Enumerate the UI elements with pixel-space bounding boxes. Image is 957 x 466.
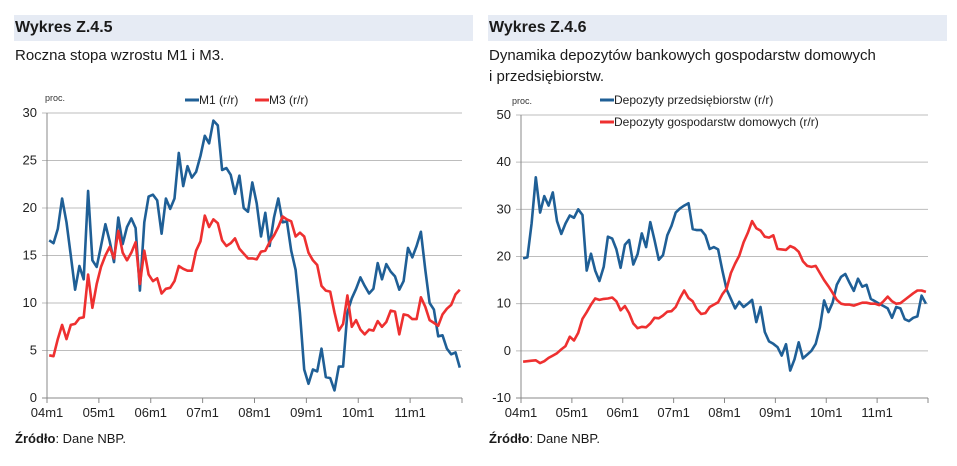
series-line-1 [522,176,928,372]
y-tick-label: 10 [497,296,511,311]
y-tick-label: 50 [497,107,511,122]
source-text: : Dane NBP. [529,431,601,446]
right-chart-title: Wykres Z.4.6 [488,15,947,41]
x-tick-label: 08m1 [708,405,741,420]
x-tick-label: 07m1 [186,405,219,420]
y-tick-label: 20 [497,249,511,264]
y-tick-label: 10 [23,295,37,310]
y-tick-label: 30 [497,201,511,216]
x-tick-label: 10m1 [810,405,843,420]
x-tick-label: 09m1 [759,405,792,420]
y-tick-label: 30 [23,105,37,120]
series-line-2 [48,214,461,358]
x-tick-label: 04m1 [505,405,538,420]
legend-label: M3 (r/r) [269,93,308,107]
x-tick-label: 09m1 [290,405,323,420]
y-tick-label: -10 [492,390,511,405]
source-label: Źródło [15,431,56,446]
y-tick-label: 25 [23,153,37,168]
y-tick-label: 0 [504,343,511,358]
series-line-1 [48,119,462,392]
x-tick-label: 10m1 [342,405,375,420]
source-label: Źródło [489,431,530,446]
right-chart-subtitle-line1: Dynamika depozytów bankowych gospodarstw… [489,47,876,64]
y-axis-unit: proc. [45,93,65,103]
x-tick-label: 08m1 [238,405,271,420]
y-tick-label: 5 [30,343,37,358]
right-source: Źródło: Dane NBP. [489,431,600,446]
left-chart-subtitle: Roczna stopa wzrostu M1 i M3. [15,47,225,64]
x-tick-label: 05m1 [556,405,589,420]
x-tick-label: 07m1 [657,405,690,420]
left-source: Źródło: Dane NBP. [15,431,126,446]
legend-label: M1 (r/r) [199,93,238,107]
source-text: : Dane NBP. [55,431,127,446]
y-tick-label: 40 [497,154,511,169]
legend-label: Depozyty gospodarstw domowych (r/r) [614,115,819,129]
y-tick-label: 15 [23,248,37,263]
left-chart-title: Wykres Z.4.5 [14,15,473,41]
x-tick-label: 06m1 [606,405,639,420]
x-tick-label: 06m1 [134,405,167,420]
x-tick-label: 04m1 [31,405,64,420]
x-tick-label: 11m1 [861,405,893,420]
x-tick-label: 05m1 [83,405,116,420]
series-line-2 [522,219,927,365]
x-tick-label: 11m1 [394,405,426,420]
y-tick-label: 20 [23,200,37,215]
legend-label: Depozyty przedsiębiorstw (r/r) [614,93,773,107]
right-chart-subtitle-line2: i przedsiębiorstw. [489,68,605,85]
y-tick-label: 0 [30,390,37,405]
y-axis-unit: proc. [512,96,532,106]
